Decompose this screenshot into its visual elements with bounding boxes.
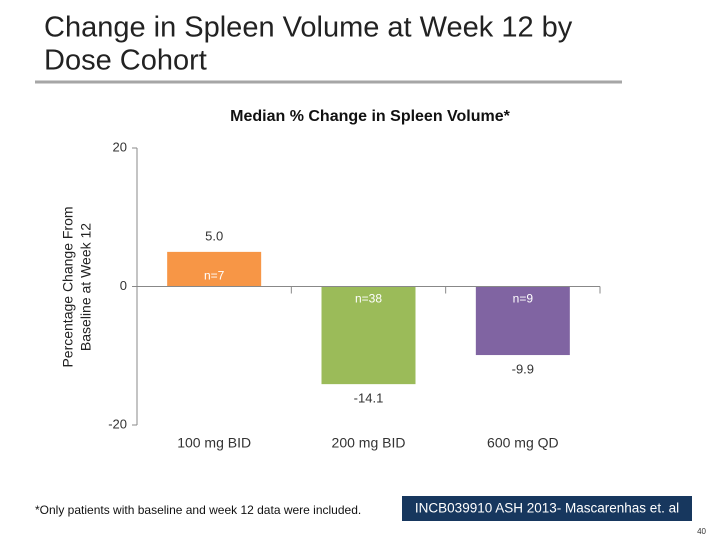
x-tick-label: 600 mg QD bbox=[487, 435, 559, 451]
bar bbox=[321, 286, 416, 385]
y-axis-label: Percentage Change From Baseline at Week … bbox=[60, 206, 94, 367]
x-tick-label: 200 mg BID bbox=[332, 435, 406, 451]
value-label: -14.1 bbox=[354, 391, 384, 406]
footnote: *Only patients with baseline and week 12… bbox=[35, 503, 361, 517]
source-box bbox=[402, 496, 692, 521]
value-label: -9.9 bbox=[512, 361, 534, 376]
n-label: n=9 bbox=[513, 292, 534, 306]
y-axis-label-line: Baseline at Week 12 bbox=[78, 223, 94, 351]
y-axis-label-line: Percentage Change From bbox=[60, 206, 76, 367]
source: INCB039910 ASH 2013- Mascarenhas et. al bbox=[415, 501, 679, 516]
n-label: n=38 bbox=[355, 292, 382, 306]
page-number: 40 bbox=[697, 527, 706, 536]
x-tick-label: 100 mg BID bbox=[177, 435, 251, 451]
bar bbox=[475, 286, 570, 356]
bar bbox=[167, 251, 262, 287]
y-tick-label: -20 bbox=[108, 416, 127, 431]
slide-title-line: Dose Cohort bbox=[44, 45, 207, 77]
n-label: n=7 bbox=[204, 269, 225, 283]
chart-title: Median % Change in Spleen Volume* bbox=[230, 108, 511, 125]
slide-title-line: Change in Spleen Volume at Week 12 by bbox=[44, 12, 573, 44]
y-tick-label: 20 bbox=[113, 139, 127, 154]
value-label: 5.0 bbox=[205, 228, 223, 243]
y-tick-label: 0 bbox=[120, 278, 127, 293]
